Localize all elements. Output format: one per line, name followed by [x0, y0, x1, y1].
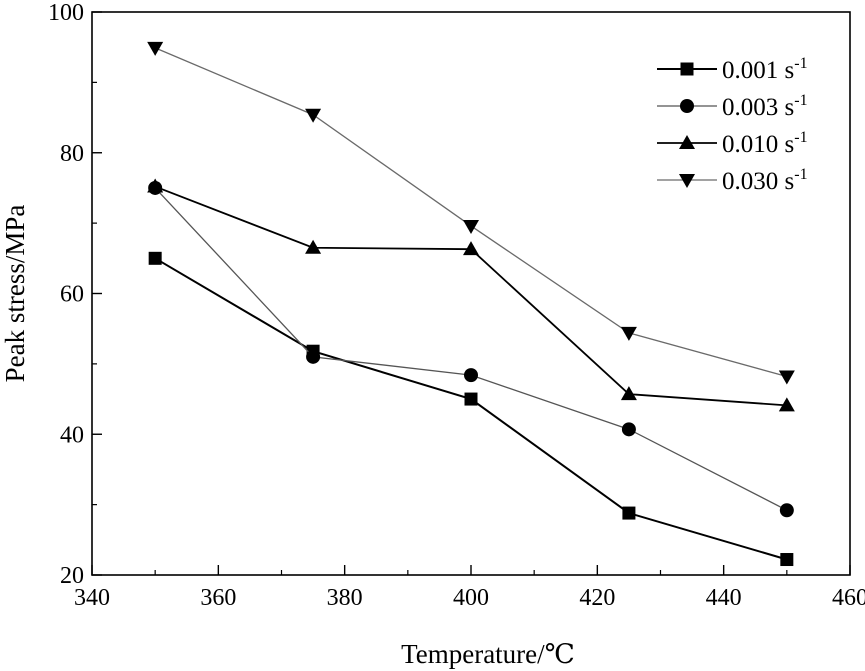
- legend-marker: [680, 99, 694, 113]
- y-tick-label: 100: [48, 0, 84, 26]
- legend-marker: [679, 135, 695, 149]
- legend-label: 0.003 s-1: [722, 92, 808, 121]
- legend-marker: [679, 174, 695, 188]
- series-line: [154, 47, 788, 378]
- data-point: [779, 503, 794, 518]
- data-point: [778, 370, 795, 385]
- data-point: [147, 178, 164, 193]
- legend-entry: 0.030 s-1: [657, 166, 808, 195]
- legend-marker: [680, 62, 694, 76]
- series-1: [148, 251, 794, 567]
- legend-label: 0.030 s-1: [722, 166, 808, 195]
- legend-label: 0.001 s-1: [722, 55, 808, 84]
- data-point: [464, 368, 478, 383]
- data-point: [780, 553, 794, 567]
- data-point: [464, 392, 478, 406]
- data-point: [463, 241, 479, 256]
- data-point: [622, 506, 636, 520]
- legend: 0.001 s-1 0.003 s-1 0.010 s-1 0.030 s-1: [657, 55, 808, 195]
- data-point: [621, 422, 636, 437]
- x-axis-title: Temperature/℃: [401, 639, 575, 669]
- data-point: [305, 108, 322, 123]
- x-tick-label: 460: [832, 585, 865, 611]
- x-tick-label: 400: [453, 585, 489, 611]
- data-point: [306, 349, 321, 364]
- y-tick-label: 80: [60, 141, 84, 167]
- legend-entry: 0.010 s-1: [657, 129, 808, 158]
- data-point: [147, 41, 164, 56]
- data-point: [778, 397, 795, 412]
- y-tick-label: 40: [60, 422, 84, 448]
- series-3: [147, 178, 795, 412]
- x-tick-label: 380: [327, 585, 363, 611]
- data-point: [620, 386, 637, 401]
- x-tick-label: 440: [706, 585, 742, 611]
- legend-entry: 0.003 s-1: [657, 92, 808, 121]
- series-4: [147, 41, 795, 385]
- legend-entry: 0.001 s-1: [657, 55, 808, 84]
- y-tick-label: 20: [60, 563, 84, 589]
- series-line: [154, 257, 788, 561]
- x-tick-label: 340: [74, 585, 110, 611]
- y-axis-title: Peak stress/MPa: [0, 205, 30, 383]
- series-line: [154, 187, 788, 511]
- y-tick-label: 60: [60, 282, 84, 308]
- series-layer: [147, 41, 795, 567]
- data-point: [148, 251, 162, 265]
- legend-label: 0.010 s-1: [722, 129, 808, 158]
- data-point: [463, 219, 479, 234]
- axis-ticks: 340 360 380 400 420 440 460 20 40 60 80 100: [48, 0, 865, 611]
- x-tick-label: 360: [200, 585, 236, 611]
- data-point: [620, 326, 637, 341]
- x-tick-label: 420: [579, 585, 615, 611]
- data-point: [305, 239, 322, 254]
